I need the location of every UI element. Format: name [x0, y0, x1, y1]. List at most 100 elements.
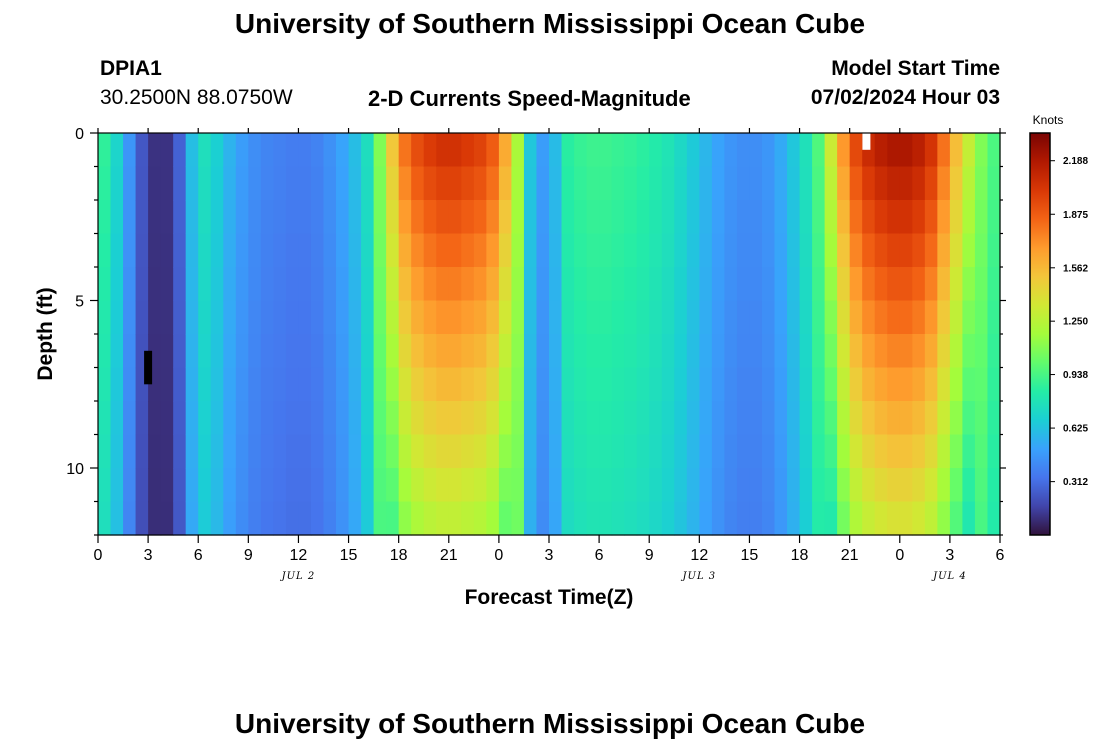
heatmap-cell — [361, 133, 375, 168]
heatmap-cell — [887, 401, 901, 436]
heatmap-cell — [574, 434, 588, 469]
heatmap-cell — [937, 200, 951, 235]
heatmap-cell — [649, 401, 663, 436]
heatmap-cell — [273, 367, 287, 402]
heatmap-cell — [173, 233, 187, 268]
heatmap-cell — [611, 501, 625, 536]
heatmap-cell — [536, 434, 550, 469]
heatmap-cell — [924, 434, 938, 469]
heatmap-cell — [336, 166, 350, 201]
heatmap-cell — [148, 200, 162, 235]
heatmap-cell — [260, 233, 274, 268]
heatmap-cell — [649, 434, 663, 469]
heatmap-cell — [523, 200, 538, 235]
heatmap-cell — [148, 468, 162, 503]
heatmap-cell — [849, 334, 863, 369]
heatmap-cell — [323, 367, 337, 402]
heatmap-cell — [511, 166, 525, 201]
heatmap-cell — [298, 233, 312, 268]
heatmap-cell — [173, 300, 187, 335]
heatmap-cell — [774, 367, 788, 402]
heatmap-cell — [398, 200, 412, 235]
heatmap-cell — [260, 468, 274, 503]
heatmap-cell — [135, 501, 149, 536]
heatmap-cell — [799, 166, 813, 201]
heatmap-cell — [736, 267, 751, 302]
heatmap-cell — [824, 401, 838, 436]
heatmap-cell — [574, 468, 588, 503]
y-tick-label: 0 — [75, 126, 84, 143]
heatmap-cell — [411, 166, 425, 201]
heatmap-cell — [862, 334, 876, 369]
heatmap-cell — [198, 200, 212, 235]
heatmap-cell — [361, 501, 375, 536]
heatmap-cell — [398, 267, 412, 302]
heatmap-cell — [561, 334, 575, 369]
heatmap-cell — [411, 300, 425, 335]
heatmap-cell — [248, 200, 262, 235]
heatmap-cell — [423, 200, 437, 235]
heatmap-cell — [223, 501, 237, 536]
heatmap-cell — [260, 166, 274, 201]
heatmap-cell — [774, 300, 788, 335]
heatmap-cell — [812, 401, 826, 436]
heatmap-cell — [361, 367, 375, 402]
heatmap-cell — [962, 401, 976, 436]
heatmap-cell — [298, 367, 312, 402]
heatmap-cell — [373, 468, 387, 503]
heatmap-cell — [386, 334, 400, 369]
heatmap-cell — [924, 166, 938, 201]
heatmap-cell — [110, 468, 124, 503]
heatmap-cell — [849, 200, 863, 235]
heatmap-cell — [536, 133, 550, 168]
heatmap-cell — [373, 267, 387, 302]
heatmap-cell — [862, 200, 876, 235]
x-tick-label: 15 — [741, 547, 759, 564]
heatmap-cell — [511, 367, 525, 402]
heatmap-cell — [561, 166, 575, 201]
heatmap-cell — [699, 334, 713, 369]
heatmap-cell — [473, 267, 487, 302]
x-tick-label: 12 — [290, 547, 308, 564]
heatmap-cell — [398, 233, 412, 268]
heatmap-cell — [173, 267, 187, 302]
heatmap-cell — [624, 401, 638, 436]
heatmap-cell — [185, 200, 199, 235]
heatmap-cell — [223, 367, 237, 402]
heatmap-cell — [974, 367, 989, 402]
heatmap-cell — [310, 267, 325, 302]
heatmap-cell — [686, 434, 700, 469]
colorbar-ticks: 0.312 0.625 0.938 1.250 1.562 1.875 2.188 — [1050, 156, 1088, 488]
heatmap-cell — [310, 166, 325, 201]
heatmap-cell — [974, 300, 989, 335]
heatmap-cell — [498, 468, 513, 503]
heatmap-cell — [448, 468, 462, 503]
heatmap-cell — [511, 401, 525, 436]
heatmap-cell — [523, 300, 538, 335]
heatmap-cell — [473, 233, 487, 268]
heatmap-cell — [837, 434, 851, 469]
heatmap-cell — [348, 334, 362, 369]
heatmap-cell — [235, 468, 249, 503]
heatmap-cell — [473, 501, 487, 536]
heatmap-cell — [235, 200, 249, 235]
heatmap-cell — [887, 501, 901, 536]
heatmap-cell — [774, 501, 788, 536]
heatmap-cell — [386, 501, 400, 536]
heatmap-cell — [198, 434, 212, 469]
heatmap-cell — [498, 401, 513, 436]
heatmap-cell — [761, 166, 776, 201]
heatmap-cell — [123, 133, 137, 168]
heatmap-cell — [962, 501, 976, 536]
heatmap-cell — [837, 334, 851, 369]
heatmap-cell — [686, 501, 700, 536]
heatmap-cell — [273, 133, 287, 168]
heatmap-cell — [235, 300, 249, 335]
heatmap-cell — [486, 334, 500, 369]
heatmap-cell — [148, 166, 162, 201]
heatmap-cell — [874, 233, 888, 268]
heatmap-cell — [974, 334, 989, 369]
heatmap-cell — [411, 434, 425, 469]
heatmap-cell — [323, 334, 337, 369]
heatmap-cell — [361, 166, 375, 201]
